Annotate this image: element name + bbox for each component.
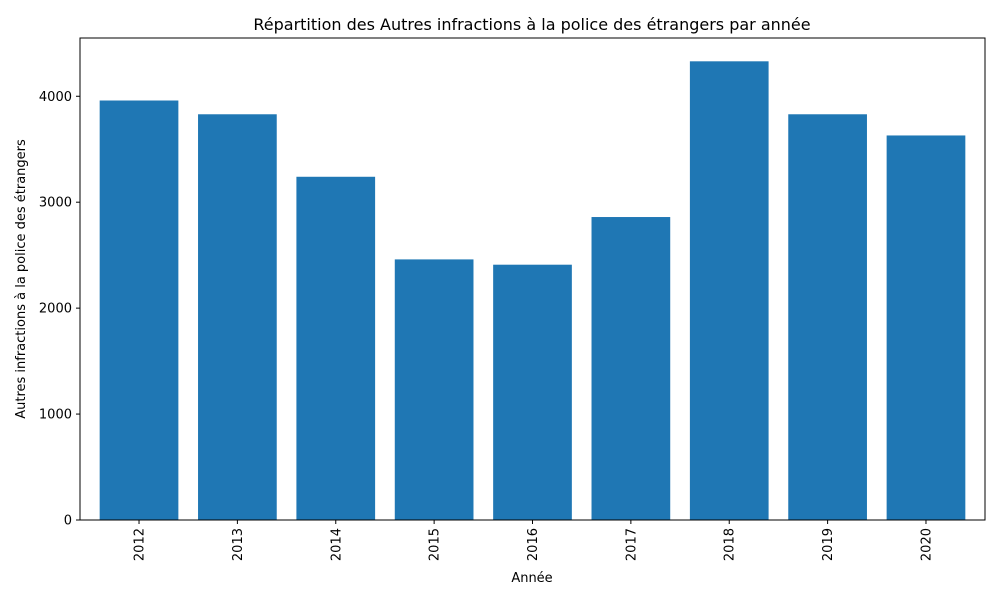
y-tick-label: 2000 [39, 302, 72, 317]
x-axis-label: Année [511, 571, 552, 586]
x-tick-label: 2018 [723, 528, 738, 561]
y-tick-label: 0 [64, 514, 72, 529]
x-tick-label: 2019 [821, 528, 836, 561]
chart-title: Répartition des Autres infractions à la … [253, 15, 810, 34]
y-axis-label: Autres infractions à la police des étran… [14, 139, 29, 419]
x-tick-label: 2012 [133, 528, 148, 561]
y-tick-label: 4000 [39, 90, 72, 105]
bar-2012 [99, 100, 179, 520]
x-tick-label: 2013 [231, 528, 246, 561]
bar-2018 [689, 61, 769, 521]
bar-2017 [591, 217, 671, 520]
y-tick-label: 3000 [39, 196, 72, 211]
bar-2014 [296, 176, 376, 520]
bar-2016 [493, 264, 572, 520]
x-tick-label: 2015 [428, 528, 443, 561]
bar-2019 [788, 114, 867, 521]
y-tick-label: 1000 [39, 408, 72, 423]
bar-2013 [198, 114, 277, 521]
x-axis: 2012 2013 2014 2015 2016 2017 2018 2019 2020 [133, 520, 934, 561]
bar-2015 [394, 259, 474, 520]
plot-area [79, 37, 986, 521]
bar-2020 [886, 135, 966, 520]
x-tick-label: 2017 [624, 528, 639, 561]
y-axis: 0 1000 2000 3000 4000 [39, 90, 80, 529]
x-tick-label: 2014 [329, 528, 344, 561]
x-tick-label: 2020 [919, 528, 934, 561]
x-tick-label: 2016 [526, 528, 541, 561]
